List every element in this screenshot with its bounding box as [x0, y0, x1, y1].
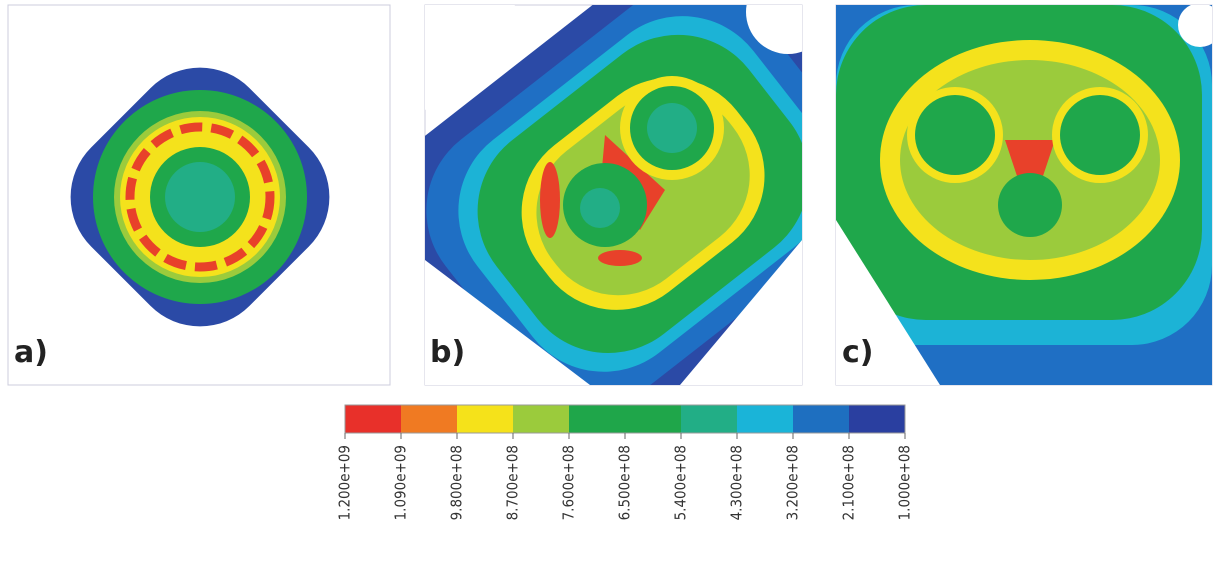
colorbar-tick-label: 8.700e+08	[504, 445, 522, 520]
colorbar-tick-label: 9.800e+08	[448, 445, 466, 520]
panel-label: b)	[430, 335, 465, 370]
panel-a: a)	[7, 4, 391, 386]
panel-label: c)	[842, 335, 874, 370]
colorbar-tick-label: 7.600e+08	[560, 445, 578, 520]
colorbar-tick-label: 1.090e+09	[392, 445, 410, 520]
panel-label: a)	[14, 335, 48, 370]
colorbar	[344, 404, 906, 434]
colorbar-tick-label: 2.100e+08	[840, 445, 858, 520]
panel-c: c)	[835, 4, 1213, 386]
colorbar-tick-label: 4.300e+08	[728, 445, 746, 520]
colorbar-tick-label: 6.500e+08	[616, 445, 634, 520]
colorbar-tick-label: 1.200e+09	[336, 445, 354, 520]
colorbar-tick-label: 5.400e+08	[672, 445, 690, 520]
colorbar-tick-label: 1.000e+08	[896, 445, 914, 520]
panel-b: b)	[424, 4, 803, 386]
colorbar-tick-label: 3.200e+08	[784, 445, 802, 520]
